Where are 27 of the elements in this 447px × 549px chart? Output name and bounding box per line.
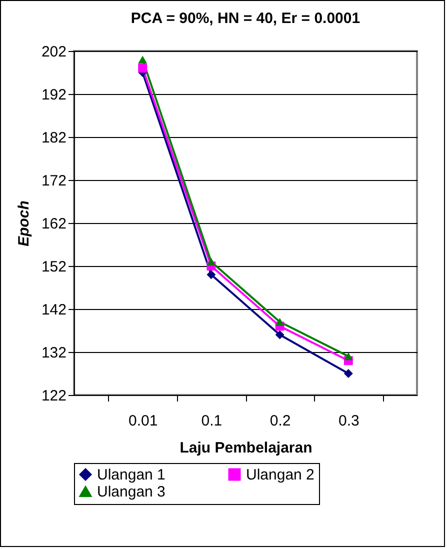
y-tick-label: 152 xyxy=(41,258,66,276)
point xyxy=(344,352,353,360)
point xyxy=(206,258,216,266)
y-tick-label: 172 xyxy=(41,172,66,190)
point xyxy=(275,318,284,326)
point xyxy=(206,270,216,280)
y-tick-label: 132 xyxy=(41,344,66,362)
y-tick-label: 182 xyxy=(41,130,66,146)
y-tick-label: 122 xyxy=(41,388,66,404)
x-tick-label: 0.3 xyxy=(338,412,360,430)
y-axis-title: Epoch xyxy=(15,200,32,246)
legend-label: Ulangan 2 xyxy=(246,466,314,484)
y-tick-label: 162 xyxy=(41,216,66,232)
chart-title: PCA = 90%, HN = 40, Er = 0.0001 xyxy=(130,10,360,27)
y-tick-label: 142 xyxy=(41,302,66,318)
y-tick-label: 192 xyxy=(41,86,66,104)
legend-label: Ulangan 3 xyxy=(97,484,166,500)
y-tick-label: 202 xyxy=(41,44,66,60)
x-tick-label: 0.1 xyxy=(201,412,222,430)
legend-label: Ulangan 1 xyxy=(97,466,166,484)
point xyxy=(138,64,148,73)
point xyxy=(344,369,353,378)
point xyxy=(138,56,148,64)
point xyxy=(275,330,284,340)
x-tick-label: 0.2 xyxy=(270,412,291,430)
x-tick-label: 0.01 xyxy=(128,412,158,430)
x-axis-title: Laju Pembelajaran xyxy=(180,440,312,456)
